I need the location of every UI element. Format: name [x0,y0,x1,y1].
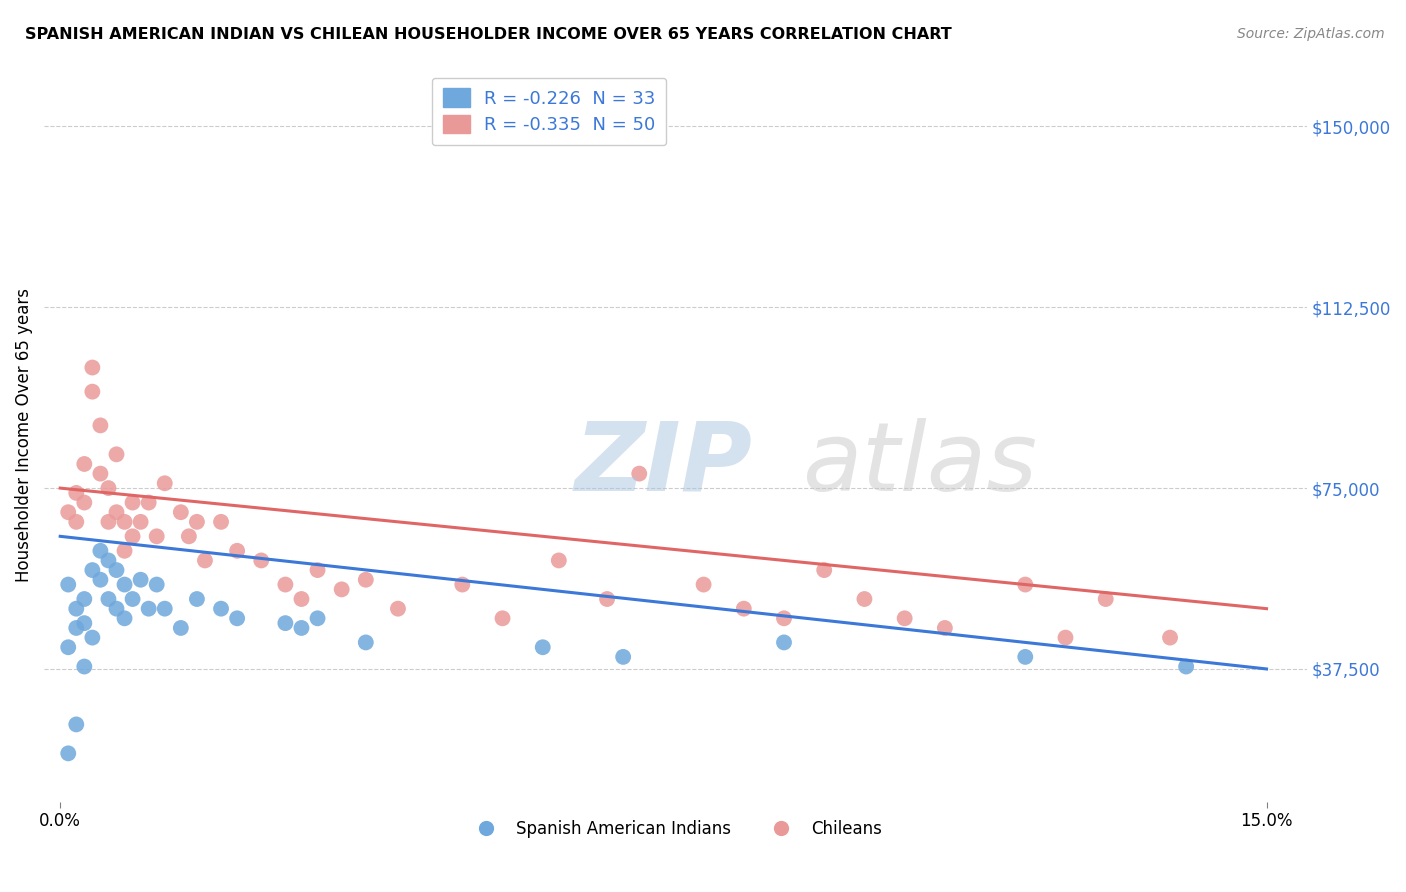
Point [612,649,634,664]
Point [82,360,104,375]
Y-axis label: Householder Income Over 65 years: Householder Income Over 65 years [15,288,32,582]
Point [330,582,353,597]
Point [145,529,167,543]
Text: atlas: atlas [801,417,1036,511]
Point [170,621,193,635]
Point [491,611,513,625]
Point [250,553,273,567]
Point [307,611,329,625]
Point [97,515,120,529]
Text: SPANISH AMERICAN INDIAN VS CHILEAN HOUSEHOLDER INCOME OVER 65 YEARS CORRELATION : SPANISH AMERICAN INDIAN VS CHILEAN HOUSE… [25,27,952,42]
Point [65,515,87,529]
Point [1014,649,1036,664]
Point [853,592,876,607]
Point [121,495,143,509]
Point [209,515,232,529]
Point [387,601,409,615]
Point [58,640,80,655]
Point [153,476,176,491]
Point [209,601,232,615]
Point [82,631,104,645]
Point [89,573,111,587]
Point [58,505,80,519]
Text: ZIP: ZIP [575,417,752,511]
Point [105,505,128,519]
Point [58,747,80,761]
Point [773,635,796,649]
Point [893,611,915,625]
Point [145,577,167,591]
Point [73,616,96,631]
Point [1094,592,1116,607]
Point [186,592,208,607]
Point [105,601,128,615]
Point [307,563,329,577]
Point [58,577,80,591]
Point [1175,659,1198,673]
Point [97,481,120,495]
Point [114,611,136,625]
Point [274,577,297,591]
Legend: Spanish American Indians, Chileans: Spanish American Indians, Chileans [463,814,889,845]
Point [65,621,87,635]
Text: Source: ZipAtlas.com: Source: ZipAtlas.com [1237,27,1385,41]
Point [129,515,152,529]
Point [129,573,152,587]
Point [290,592,312,607]
Point [114,577,136,591]
Point [226,611,249,625]
Point [65,486,87,500]
Point [73,592,96,607]
Point [354,635,377,649]
Point [934,621,956,635]
Point [177,529,200,543]
Point [1054,631,1077,645]
Point [89,543,111,558]
Point [186,515,208,529]
Point [170,505,193,519]
Point [628,467,651,481]
Point [596,592,619,607]
Point [354,573,377,587]
Point [226,543,249,558]
Point [121,529,143,543]
Point [531,640,554,655]
Point [97,553,120,567]
Point [89,418,111,433]
Point [1159,631,1181,645]
Point [105,563,128,577]
Point [82,384,104,399]
Point [73,659,96,673]
Point [82,563,104,577]
Point [89,467,111,481]
Point [97,592,120,607]
Point [65,601,87,615]
Point [290,621,312,635]
Point [114,543,136,558]
Point [274,616,297,631]
Point [733,601,755,615]
Point [773,611,796,625]
Point [1014,577,1036,591]
Point [105,447,128,461]
Point [73,495,96,509]
Point [114,515,136,529]
Point [65,717,87,731]
Point [121,592,143,607]
Point [692,577,714,591]
Point [194,553,217,567]
Point [547,553,569,567]
Point [138,495,160,509]
Point [138,601,160,615]
Point [451,577,474,591]
Point [73,457,96,471]
Point [813,563,835,577]
Point [153,601,176,615]
